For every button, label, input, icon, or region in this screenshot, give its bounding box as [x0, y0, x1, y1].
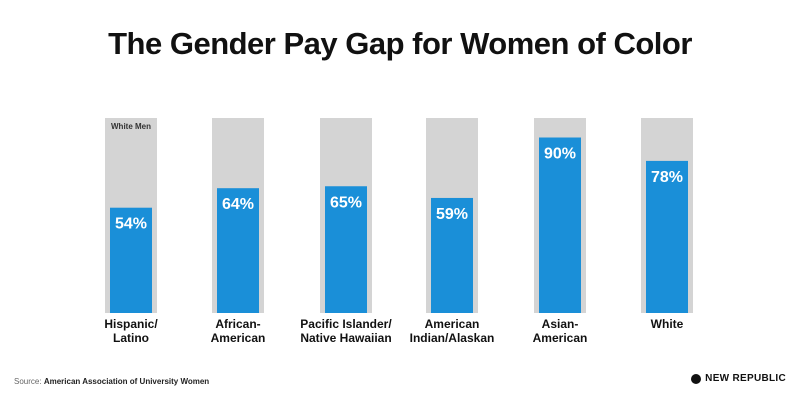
data-bar [110, 207, 152, 313]
data-bar [539, 137, 581, 313]
data-label: 64% [222, 196, 254, 213]
source-note: Source: American Association of Universi… [14, 377, 209, 386]
category-label: African- [215, 317, 260, 331]
publisher-name: NEW REPUBLIC [705, 373, 786, 384]
category-label: Latino [113, 331, 149, 345]
category-label: Pacific Islander/ [300, 317, 392, 331]
data-label: 54% [115, 216, 147, 233]
category-label: White [651, 317, 684, 331]
category-label: American [425, 317, 480, 331]
category-label: American [533, 331, 588, 345]
category-label: Indian/Alaskan [410, 331, 495, 345]
data-bar [431, 197, 473, 313]
data-label: 90% [544, 146, 576, 163]
data-label: 65% [330, 194, 362, 211]
data-bar [646, 160, 688, 313]
data-label: 78% [651, 169, 683, 186]
data-bar [325, 186, 367, 313]
new-republic-logo-icon [691, 373, 702, 384]
data-bar [217, 188, 259, 313]
data-label: 59% [436, 206, 468, 223]
chart-title: The Gender Pay Gap for Women of Color [108, 26, 692, 61]
category-label: Native Hawaiian [300, 331, 391, 345]
category-label: Asian- [542, 317, 579, 331]
reference-label: White Men [111, 122, 151, 131]
category-label: American [211, 331, 266, 345]
category-label: Hispanic/ [104, 317, 158, 331]
source-label: Source: [14, 377, 42, 386]
source-org: American Association of University Women [43, 377, 210, 386]
publisher-brand: NEW REPUBLIC [691, 373, 786, 384]
